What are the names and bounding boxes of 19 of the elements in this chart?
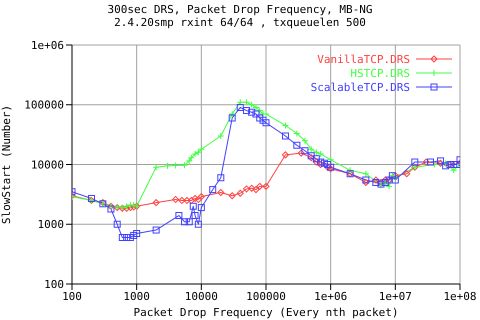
x-tick-label: 1e+06 bbox=[314, 290, 348, 303]
legend-label: ScalableTCP.DRS bbox=[310, 80, 410, 94]
y-tick-label: 1000 bbox=[38, 218, 64, 232]
x-axis-title: Packet Drop Frequency (Every nth packet) bbox=[134, 306, 398, 319]
x-tick-label: 1e+07 bbox=[378, 290, 412, 303]
chart-subtitle: 2.4.20smp rxint 64/64 , txqueuelen 500 bbox=[113, 16, 367, 29]
x-tick-label: 1e+08 bbox=[443, 290, 477, 303]
x-tick-label: 100 bbox=[62, 290, 82, 303]
y-tick-label: 10000 bbox=[30, 158, 64, 172]
x-tick-label: 100000 bbox=[246, 290, 286, 303]
y-axis-title: SlowStart (Number) bbox=[0, 104, 13, 224]
chart-title: 300sec DRS, Packet Drop Frequency, MB-NG bbox=[106, 3, 374, 16]
legend-label: HSTCP.DRS bbox=[350, 66, 410, 80]
y-tick-label: 1e+06 bbox=[30, 38, 64, 52]
x-tick-label: 10000 bbox=[184, 290, 218, 303]
x-tick-label: 1000 bbox=[123, 290, 150, 303]
y-tick-label: 100000 bbox=[24, 98, 64, 112]
legend-label: VanillaTCP.DRS bbox=[317, 52, 410, 66]
y-tick-label: 100 bbox=[44, 278, 64, 291]
